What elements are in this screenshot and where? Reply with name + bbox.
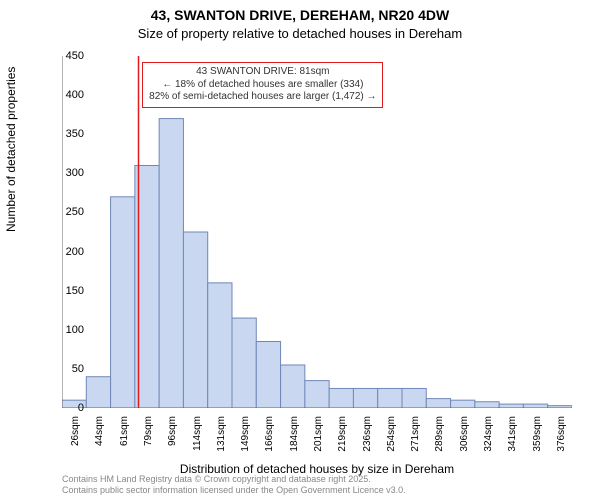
y-tick-label: 50 (44, 363, 84, 375)
footer-line2: Contains public sector information licen… (62, 485, 406, 495)
y-tick-label: 150 (44, 285, 84, 297)
annotation-line2: ← 18% of detached houses are smaller (33… (162, 79, 363, 90)
x-tick-label: 26sqm (70, 416, 81, 446)
y-tick-label: 300 (44, 167, 84, 179)
x-tick-label: 219sqm (337, 416, 348, 452)
y-tick-label: 400 (44, 89, 84, 101)
x-tick-label: 306sqm (459, 416, 470, 452)
x-tick-label: 236sqm (362, 416, 373, 452)
x-tick-label: 44sqm (94, 416, 105, 446)
y-tick-label: 100 (44, 324, 84, 336)
annotation-line3: 82% of semi-detached houses are larger (… (149, 91, 376, 102)
marker-annotation: 43 SWANTON DRIVE: 81sqm ← 18% of detache… (142, 62, 383, 108)
y-axis-label: Number of detached properties (4, 67, 18, 232)
x-tick-label: 184sqm (289, 416, 300, 452)
y-tick-label: 350 (44, 128, 84, 140)
y-tick-label: 250 (44, 206, 84, 218)
x-tick-label: 359sqm (532, 416, 543, 452)
y-tick-label: 200 (44, 246, 84, 258)
x-tick-label: 271sqm (410, 416, 421, 452)
x-tick-label: 79sqm (143, 416, 154, 446)
chart-container: 43, SWANTON DRIVE, DEREHAM, NR20 4DW Siz… (0, 0, 600, 500)
y-tick-label: 450 (44, 50, 84, 62)
plot-area: 43 SWANTON DRIVE: 81sqm ← 18% of detache… (62, 56, 572, 408)
x-tick-label: 114sqm (192, 416, 203, 451)
annotation-line1: 43 SWANTON DRIVE: 81sqm (196, 66, 329, 77)
x-tick-label: 254sqm (386, 416, 397, 452)
x-tick-label: 149sqm (240, 416, 251, 452)
chart-title: 43, SWANTON DRIVE, DEREHAM, NR20 4DW (0, 0, 600, 24)
x-tick-label: 289sqm (434, 416, 445, 452)
x-tick-label: 61sqm (119, 416, 130, 446)
histogram-svg (62, 56, 572, 408)
footer-line1: Contains HM Land Registry data © Crown c… (62, 474, 371, 484)
x-tick-label: 376sqm (556, 416, 567, 452)
x-tick-label: 166sqm (264, 416, 275, 452)
chart-subtitle: Size of property relative to detached ho… (0, 24, 600, 41)
x-tick-label: 96sqm (167, 416, 178, 446)
x-tick-label: 131sqm (216, 416, 227, 452)
x-tick-label: 324sqm (483, 416, 494, 452)
attribution-footer: Contains HM Land Registry data © Crown c… (62, 474, 406, 496)
x-tick-label: 201sqm (313, 416, 324, 452)
x-tick-label: 341sqm (507, 416, 518, 452)
y-tick-label: 0 (44, 402, 84, 414)
